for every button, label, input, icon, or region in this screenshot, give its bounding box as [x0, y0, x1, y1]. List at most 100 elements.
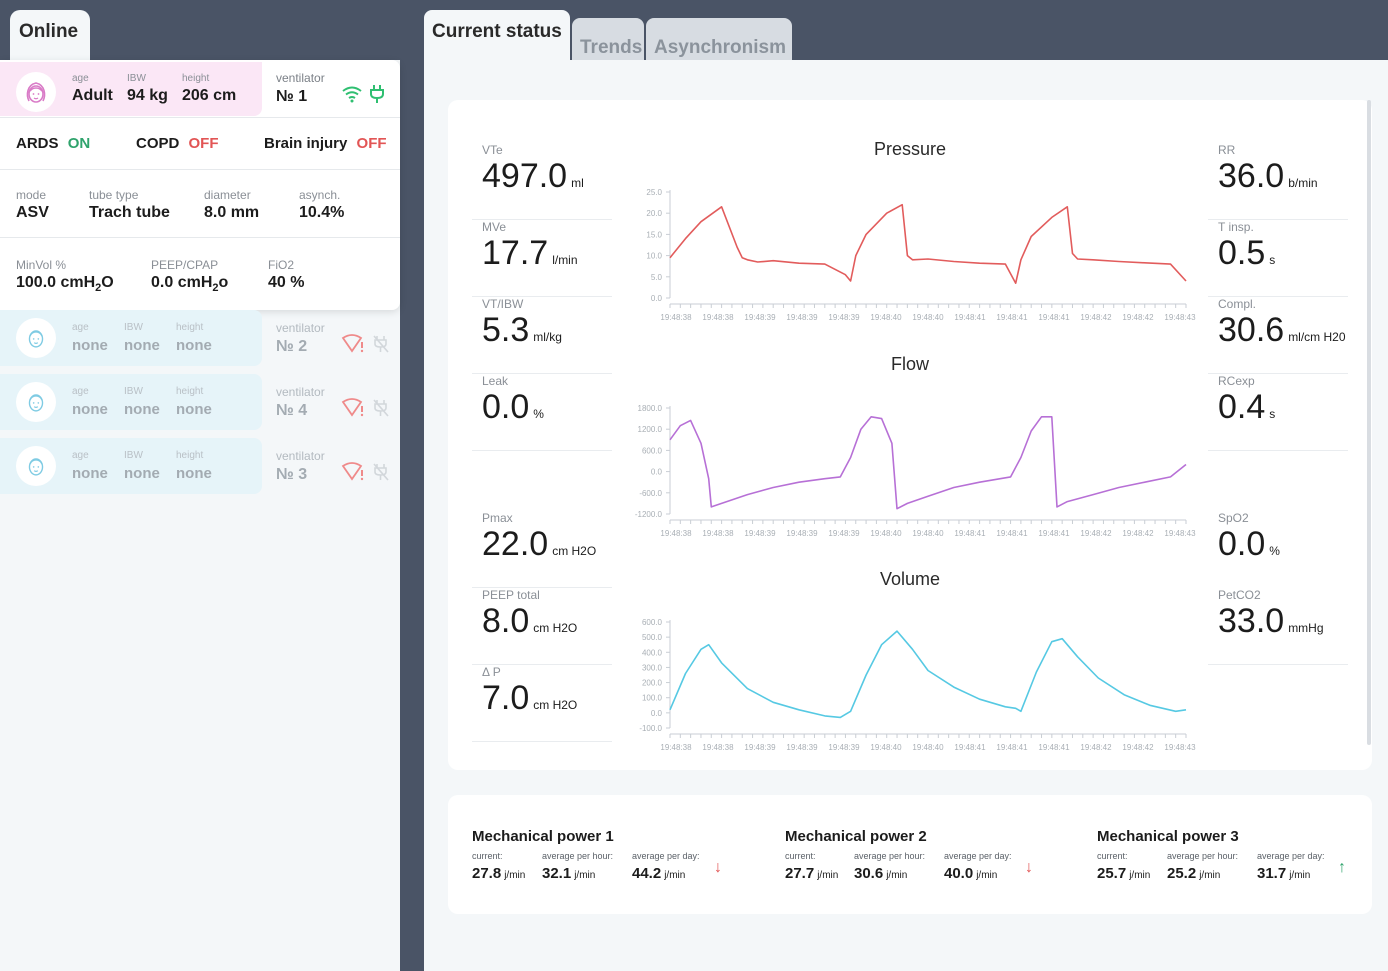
y-tick-label: 0.0 [651, 709, 663, 718]
y-tick-label: 20.0 [646, 209, 662, 218]
x-tick-label: 19:48:42 [1122, 529, 1154, 538]
waveforms-scrollbar[interactable] [1367, 100, 1371, 745]
tab-trends[interactable]: Trends [572, 18, 644, 60]
ventilator-label: ventilator [276, 71, 325, 85]
mechanical-power-title: Mechanical power 2 [785, 828, 927, 845]
ibw-label: IBW [127, 73, 146, 84]
x-tick-label: 19:48:39 [828, 743, 860, 752]
copd-status: COPD OFF [136, 135, 219, 152]
tab-current-status[interactable]: Current status [424, 10, 570, 60]
pressure-chart: 25.0 20.0 15.0 10.0 5.0 0.0 19:48:38 19:48:38 19… [646, 188, 1196, 322]
x-tick-label: 19:48:39 [786, 743, 818, 752]
age-label: age [72, 450, 89, 461]
height-label: height [182, 73, 210, 84]
x-tick-label: 19:48:40 [912, 313, 944, 322]
x-tick-label: 19:48:41 [996, 743, 1028, 752]
x-tick-label: 19:48:38 [660, 743, 692, 752]
y-tick-label: 5.0 [651, 273, 663, 282]
y-tick-label: 25.0 [646, 188, 662, 197]
metric-label: Compl. [1218, 297, 1257, 311]
height-value: 206 cm [182, 87, 237, 104]
metric-label: Pmax [482, 511, 513, 525]
x-tick-label: 19:48:41 [996, 313, 1028, 322]
x-tick-label: 19:48:42 [1080, 313, 1112, 322]
current-value: 27.7 j/min [785, 865, 839, 882]
x-tick-label: 19:48:39 [828, 529, 860, 538]
x-tick-label: 19:48:38 [660, 313, 692, 322]
x-tick-label: 19:48:41 [996, 529, 1028, 538]
height-value: none [176, 465, 212, 482]
day-avg-label: average per day: [1257, 851, 1325, 861]
height-label: height [176, 322, 204, 333]
y-tick-label: 0.0 [651, 294, 663, 303]
x-tick-label: 19:48:43 [1164, 313, 1196, 322]
fio2-value: 40 % [268, 274, 305, 291]
ards-label: ARDS [16, 135, 59, 152]
x-tick-label: 19:48:39 [828, 313, 860, 322]
age-label: age [72, 386, 89, 397]
ventilator-label: ventilator [276, 321, 325, 335]
copd-state: OFF [188, 135, 219, 152]
hour-avg-label: average per hour: [854, 851, 926, 861]
metric-value: 497.0 ml [482, 157, 584, 195]
tab-asynchronism[interactable]: Asynchronism [646, 18, 792, 60]
patient-card[interactable]: age none IBW none height none ventilator… [0, 310, 400, 366]
tab-online[interactable]: Online [10, 10, 90, 60]
minvol-label: MinVol % [16, 258, 67, 272]
x-tick-label: 19:48:43 [1164, 743, 1196, 752]
metric-value: 8.0 cm H2O [482, 602, 578, 640]
x-tick-label: 19:48:40 [870, 313, 902, 322]
ibw-value: none [124, 337, 160, 354]
metric-label: T insp. [1218, 220, 1254, 234]
ards-status: ARDS ON [16, 135, 90, 152]
current-value: 25.7 j/min [1097, 865, 1151, 882]
metric-label: Δ P [482, 665, 501, 679]
brain-injury-status: Brain injury OFF [264, 135, 387, 152]
diameter-value: 8.0 mm [204, 204, 260, 221]
y-tick-label: 15.0 [646, 230, 662, 239]
metric-value: 17.7 l/min [482, 234, 578, 272]
patient-card[interactable]: age none IBW none height none ventilator… [0, 374, 400, 430]
brain-injury-label: Brain injury [264, 135, 348, 152]
x-tick-label: 19:48:42 [1080, 529, 1112, 538]
x-tick-label: 19:48:42 [1122, 743, 1154, 752]
day-avg-value: 44.2 j/min [632, 865, 686, 882]
y-tick-label: 0.0 [651, 468, 663, 477]
tube-type-label: tube type [89, 188, 139, 202]
ibw-value: none [124, 401, 160, 418]
metric-peep-total: PEEP total 8.0 cm H2O [472, 588, 612, 665]
height-label: height [176, 450, 204, 461]
patient-card-header: age none IBW none height none [0, 310, 262, 366]
fio2-label: FiO2 [268, 258, 295, 272]
trend-down-icon: ↓ [714, 859, 722, 876]
copd-label: COPD [136, 135, 180, 152]
metric-value: 7.0 cm H2O [482, 679, 578, 717]
metric-label: RR [1218, 143, 1236, 157]
y-tick-label: -600.0 [639, 489, 662, 498]
peep-cpap-label: PEEP/CPAP [151, 258, 219, 272]
x-tick-label: 19:48:39 [744, 529, 776, 538]
x-tick-label: 19:48:39 [786, 313, 818, 322]
metric-value: 33.0 mmHg [1218, 602, 1324, 640]
patient-card[interactable]: age none IBW none height none ventilator… [0, 438, 400, 494]
flow-chart-title: Flow [890, 354, 929, 374]
ibw-label: IBW [124, 450, 143, 461]
metric-value: 0.4 s [1218, 388, 1276, 426]
y-tick-label: -100.0 [639, 724, 662, 733]
patient-avatar-icon [16, 318, 56, 358]
selected-patient-card[interactable]: age Adult IBW 94 kg height 206 cm ventil… [0, 60, 400, 310]
ibw-label: IBW [124, 386, 143, 397]
mechanical-power-card: Mechanical power 1 current: average per … [448, 795, 1372, 914]
ventilator-number: № 1 [276, 88, 308, 105]
day-avg-value: 40.0 j/min [944, 865, 998, 882]
ventilator-label: ventilator [276, 449, 325, 463]
patient-list: age Adult IBW 94 kg height 206 cm ventil… [0, 60, 400, 971]
plug-off-icon [373, 462, 389, 487]
y-tick-label: 200.0 [642, 679, 663, 688]
x-tick-label: 19:48:39 [786, 529, 818, 538]
x-tick-label: 19:48:42 [1122, 313, 1154, 322]
y-tick-label: 1800.0 [638, 404, 663, 413]
metric-label: Leak [482, 374, 509, 388]
plug-icon [368, 84, 386, 109]
wifi-icon [341, 85, 363, 108]
